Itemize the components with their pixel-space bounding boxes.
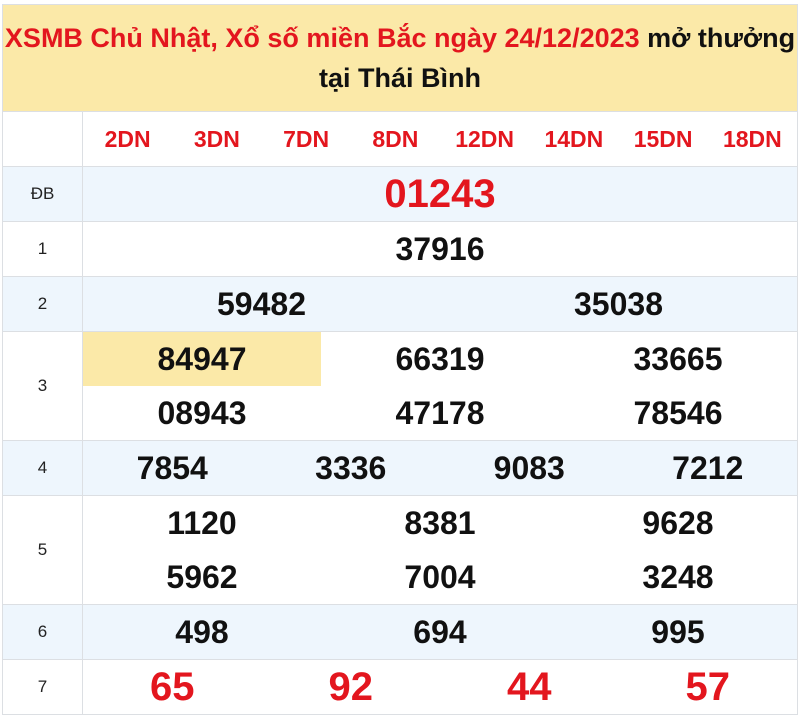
title-location: mở thưởng tại Thái Bình <box>319 23 796 93</box>
prize-label: 1 <box>3 222 83 276</box>
code: 18DN <box>722 125 782 152</box>
prize-number-highlighted: 84947 <box>83 332 321 386</box>
prize-label: 4 <box>3 441 83 495</box>
prize-row-3: 3 84947 66319 33665 08943 47178 78546 <box>3 331 797 440</box>
prize-label: 7 <box>3 660 83 714</box>
prize-label: 3 <box>3 332 83 440</box>
prize-row-special: ĐB 01243 <box>3 166 797 221</box>
prize-number: 47178 <box>395 394 485 431</box>
prize-number: 3248 <box>642 558 714 595</box>
lottery-results-table: XSMB Chủ Nhật, Xổ số miền Bắc ngày 24/12… <box>2 4 798 715</box>
codes-label-empty <box>3 112 83 166</box>
prize-label: 5 <box>3 496 83 604</box>
prize-row-2: 2 59482 35038 <box>3 276 797 331</box>
prize-number: 7854 <box>136 449 208 486</box>
prize-number: 9628 <box>642 504 714 541</box>
prize-number: 3336 <box>315 449 387 486</box>
prize-number: 78546 <box>633 394 723 431</box>
prize-row-5: 5 1120 8381 9628 5962 7004 3248 <box>3 495 797 604</box>
codes-row: 2DN 3DN 7DN 8DN 12DN 14DN 15DN 18DN <box>3 111 797 166</box>
code: 3DN <box>193 125 240 152</box>
prize-row-1: 1 37916 <box>3 221 797 276</box>
prize-number: 35038 <box>574 285 663 322</box>
prize-row-4: 4 7854 3336 9083 7212 <box>3 440 797 495</box>
code: 7DN <box>283 125 330 152</box>
prize-number: 8381 <box>404 504 476 541</box>
prize-label: 2 <box>3 277 83 331</box>
code: 15DN <box>633 125 693 152</box>
prize-number: 59482 <box>217 285 306 322</box>
prize-number: 7004 <box>404 558 476 595</box>
prize-number: 33665 <box>633 340 723 377</box>
prize-number: 92 <box>328 664 374 709</box>
prize-number: 08943 <box>157 394 247 431</box>
prize-number: 995 <box>651 613 705 650</box>
prize-number: 9083 <box>493 449 565 486</box>
code: 2DN <box>104 125 151 152</box>
prize-number: 7212 <box>672 449 744 486</box>
prize-label: 6 <box>3 605 83 659</box>
code: 12DN <box>455 125 515 152</box>
prize-label: ĐB <box>3 167 83 221</box>
title-main: XSMB Chủ Nhật, Xổ số miền Bắc ngày 24/12… <box>4 23 640 53</box>
prize-number: 694 <box>413 613 467 650</box>
special-prize-number: 01243 <box>384 171 496 216</box>
prize-number: 65 <box>150 664 195 709</box>
prize-number: 37916 <box>395 230 485 267</box>
prize-row-7: 7 65 92 44 57 <box>3 659 797 714</box>
code: 14DN <box>544 125 604 152</box>
prize-number: 1120 <box>167 504 237 541</box>
page-title: XSMB Chủ Nhật, Xổ số miền Bắc ngày 24/12… <box>3 5 797 111</box>
prize-number: 66319 <box>395 340 485 377</box>
prize-number: 498 <box>175 613 229 650</box>
prize-number: 44 <box>507 664 552 709</box>
prize-row-6: 6 498 694 995 <box>3 604 797 659</box>
code: 8DN <box>372 125 419 152</box>
prize-number: 5962 <box>166 558 238 595</box>
prize-number: 57 <box>685 664 731 709</box>
